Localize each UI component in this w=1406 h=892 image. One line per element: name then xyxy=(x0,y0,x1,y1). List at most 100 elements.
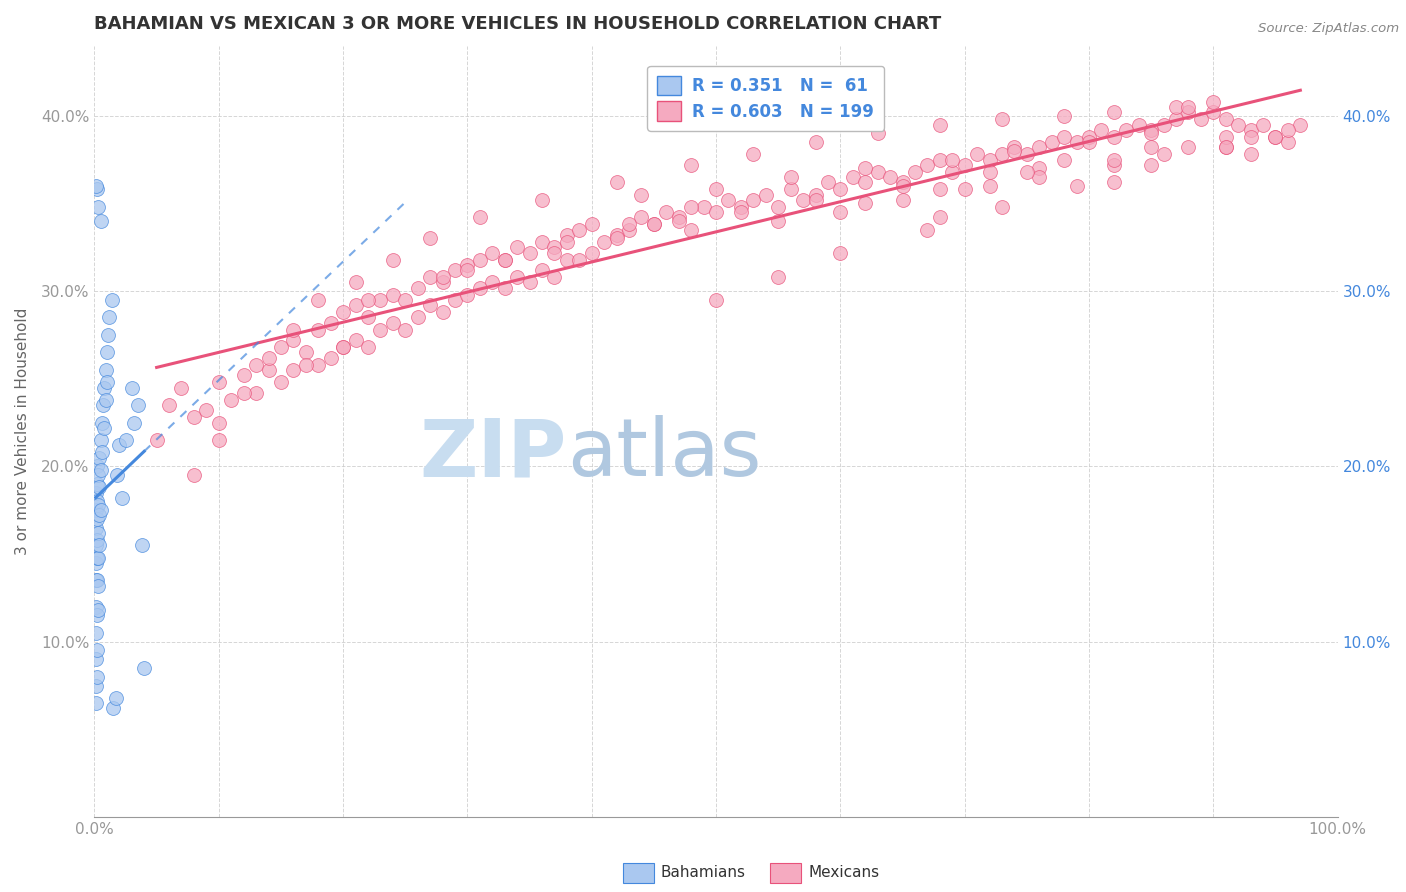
Point xyxy=(84,521,107,535)
Point xyxy=(307,293,329,307)
Point xyxy=(1140,123,1163,137)
Point xyxy=(94,363,117,377)
Point xyxy=(766,214,789,228)
Point xyxy=(643,218,665,232)
Point xyxy=(1028,161,1050,176)
Point xyxy=(581,245,603,260)
Point xyxy=(853,196,876,211)
Point xyxy=(468,211,491,225)
Point xyxy=(730,205,752,219)
Point xyxy=(295,358,318,372)
Legend: R = 0.351   N =  61, R = 0.603   N = 199: R = 0.351 N = 61, R = 0.603 N = 199 xyxy=(647,66,884,131)
Point xyxy=(456,287,478,301)
Point xyxy=(87,579,110,593)
Point xyxy=(86,182,108,196)
Point xyxy=(105,468,128,483)
Point xyxy=(86,608,108,623)
Point xyxy=(1164,100,1187,114)
Point xyxy=(84,503,107,517)
Point xyxy=(332,305,354,319)
Point xyxy=(742,147,765,161)
Point xyxy=(283,323,305,337)
Point xyxy=(953,158,976,172)
Point xyxy=(86,643,108,657)
Point xyxy=(941,153,963,167)
Point xyxy=(1177,105,1199,120)
Point xyxy=(394,293,416,307)
Point xyxy=(1264,129,1286,144)
Point xyxy=(84,679,107,693)
Point xyxy=(830,182,852,196)
Point xyxy=(307,358,329,372)
Point xyxy=(357,340,380,354)
Point xyxy=(307,323,329,337)
Point xyxy=(84,178,107,193)
Point xyxy=(1090,123,1112,137)
Point xyxy=(755,187,778,202)
Point xyxy=(270,376,292,390)
Point xyxy=(1251,118,1274,132)
Y-axis label: 3 or more Vehicles in Household: 3 or more Vehicles in Household xyxy=(15,308,30,555)
Point xyxy=(804,135,827,149)
Point xyxy=(530,263,553,277)
Point xyxy=(1140,126,1163,140)
Point xyxy=(568,252,591,267)
Point xyxy=(86,512,108,526)
Point xyxy=(494,280,516,294)
Point xyxy=(419,298,441,312)
Point xyxy=(593,235,616,249)
Point xyxy=(84,574,107,588)
Point xyxy=(98,310,121,325)
Point xyxy=(1078,135,1101,149)
Point xyxy=(332,340,354,354)
Text: atlas: atlas xyxy=(567,416,761,493)
Point xyxy=(104,690,127,705)
Point xyxy=(991,147,1014,161)
Point xyxy=(1102,175,1125,189)
Point xyxy=(991,200,1014,214)
Point xyxy=(295,345,318,359)
Point xyxy=(630,187,652,202)
Point xyxy=(555,227,578,242)
Point xyxy=(1215,112,1237,127)
Point xyxy=(891,193,914,207)
Point xyxy=(432,276,454,290)
Point xyxy=(928,182,950,196)
Point xyxy=(208,376,231,390)
Point xyxy=(357,293,380,307)
Point xyxy=(444,293,467,307)
Point xyxy=(89,480,111,494)
Point xyxy=(1239,147,1261,161)
Point xyxy=(468,280,491,294)
Point xyxy=(817,175,839,189)
Point xyxy=(681,223,703,237)
Point xyxy=(792,193,814,207)
Point xyxy=(195,403,218,417)
Point xyxy=(1215,140,1237,154)
Point xyxy=(87,526,110,541)
Point xyxy=(419,270,441,285)
Point xyxy=(1239,129,1261,144)
Point xyxy=(1040,135,1063,149)
Point xyxy=(90,503,112,517)
Point xyxy=(1102,105,1125,120)
Point xyxy=(966,147,988,161)
Point xyxy=(86,459,108,474)
Point xyxy=(1177,140,1199,154)
Point xyxy=(979,153,1001,167)
Point xyxy=(219,392,242,407)
Point xyxy=(134,661,156,675)
Point xyxy=(208,416,231,430)
Point xyxy=(468,252,491,267)
Point xyxy=(87,468,110,483)
Point xyxy=(543,245,565,260)
Point xyxy=(1215,129,1237,144)
Point xyxy=(928,211,950,225)
Point xyxy=(370,293,392,307)
Point xyxy=(89,508,111,523)
Point xyxy=(96,345,118,359)
Point xyxy=(1053,129,1076,144)
Point xyxy=(90,416,112,430)
Point xyxy=(506,240,529,254)
Point xyxy=(704,182,727,196)
